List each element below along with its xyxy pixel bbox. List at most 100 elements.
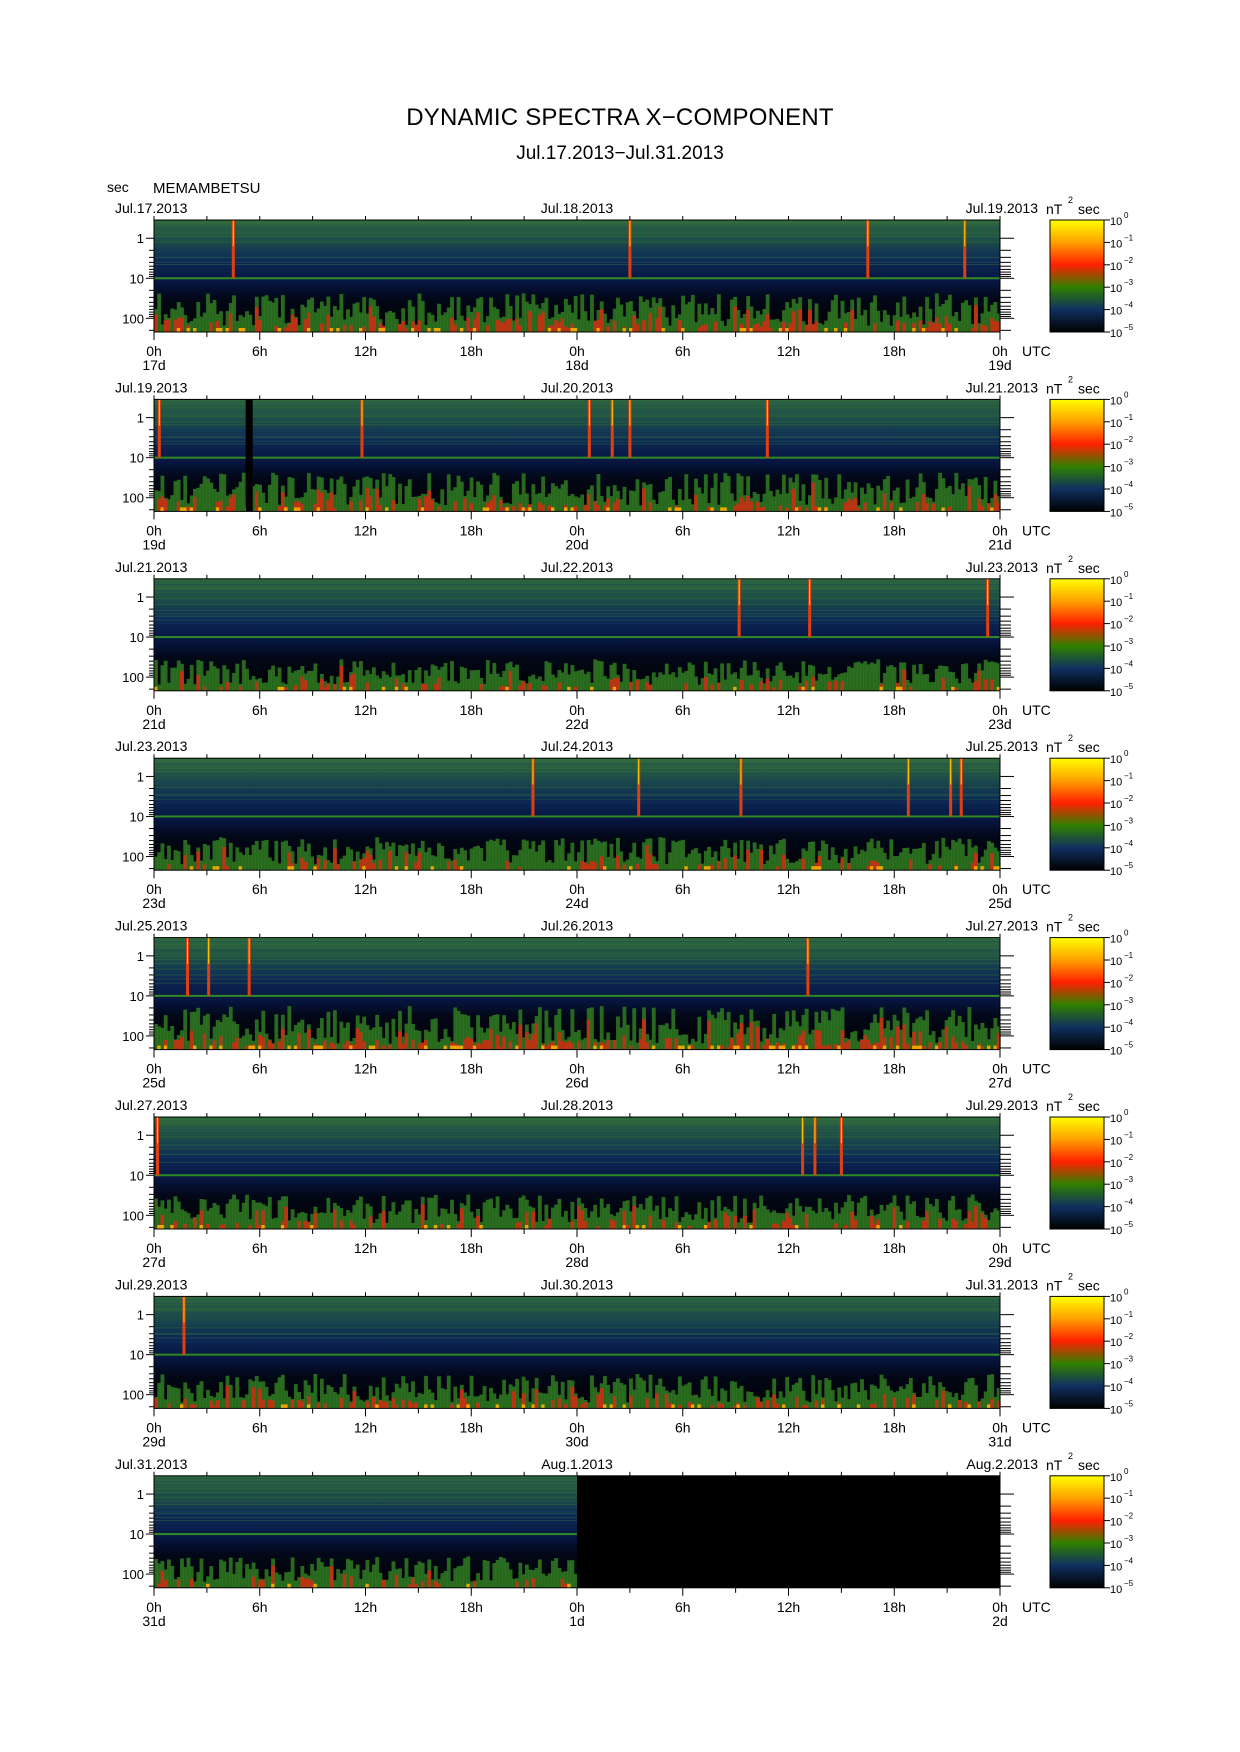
- date-mid: Jul.22.2013: [541, 559, 614, 575]
- activity-column: [489, 1387, 493, 1409]
- activity-column: [287, 1220, 292, 1229]
- activity-column-strong: [912, 322, 916, 332]
- activity-column: [274, 297, 279, 332]
- activity-column: [905, 314, 910, 332]
- activity-column: [394, 503, 399, 512]
- x-tick-label: 0h: [569, 1599, 585, 1615]
- activity-column: [183, 683, 188, 691]
- activity-column-strong: [703, 324, 708, 332]
- activity-column: [440, 1388, 445, 1409]
- activity-column: [404, 1558, 409, 1588]
- activity-column-strong: [632, 1205, 637, 1229]
- activity-column-strong: [381, 1045, 386, 1050]
- activity-column: [378, 1572, 383, 1588]
- activity-column: [960, 1220, 965, 1229]
- activity-column: [183, 1567, 188, 1588]
- activity-column: [739, 1385, 744, 1409]
- activity-column: [319, 1378, 324, 1409]
- noise-band: [154, 767, 1000, 769]
- activity-column: [795, 861, 799, 871]
- activity-column-strong: [755, 1026, 760, 1050]
- activity-column: [573, 1219, 578, 1229]
- activity-column: [866, 664, 871, 691]
- activity-column: [303, 1380, 308, 1409]
- colorbar-tick-label: 10: [1110, 507, 1122, 519]
- activity-column: [921, 674, 926, 691]
- activity-column-peak: [176, 328, 181, 332]
- activity-column: [921, 1383, 926, 1409]
- x-tick-label: 0h: [992, 1599, 1008, 1615]
- activity-column-peak: [834, 328, 838, 332]
- activity-column: [280, 295, 285, 332]
- activity-column-strong: [528, 1039, 533, 1050]
- activity-column: [684, 1212, 689, 1229]
- activity-column: [625, 302, 630, 332]
- activity-column-peak: [316, 1045, 321, 1050]
- activity-column-peak: [271, 1583, 275, 1588]
- activity-column-strong: [284, 687, 289, 691]
- activity-column: [323, 681, 328, 691]
- activity-column: [414, 1030, 419, 1050]
- activity-column: [573, 671, 578, 691]
- activity-column-strong: [398, 324, 402, 332]
- activity-column: [886, 1204, 890, 1229]
- activity-column-strong: [420, 1204, 425, 1229]
- activity-column: [459, 1014, 464, 1050]
- activity-column-strong: [528, 683, 533, 691]
- activity-column: [297, 1577, 302, 1588]
- activity-column-peak: [316, 507, 321, 512]
- activity-column: [860, 487, 864, 512]
- activity-column: [700, 493, 705, 512]
- activity-column: [808, 495, 812, 512]
- chart-title: DYNAMIC SPECTRA X−COMPONENT: [406, 104, 834, 131]
- colorbar-tick-label: 10: [1110, 1360, 1122, 1372]
- activity-column: [577, 497, 581, 512]
- noise-band: [154, 437, 1000, 439]
- activity-column: [609, 319, 614, 332]
- date-left: Jul.29.2013: [115, 1276, 188, 1292]
- spike: [866, 220, 870, 279]
- y-tick-label: 10: [130, 989, 144, 1004]
- date-right: Jul.31.2013: [966, 1276, 1039, 1292]
- activity-column: [186, 1040, 191, 1050]
- activity-column-strong: [290, 314, 295, 332]
- activity-column-strong: [742, 1215, 747, 1229]
- activity-column: [554, 839, 559, 871]
- activity-column-peak: [742, 328, 747, 332]
- activity-column: [957, 1015, 962, 1050]
- colorbar-tick-label: 10: [1110, 1046, 1122, 1058]
- activity-column: [385, 1579, 389, 1588]
- activity-column-strong: [368, 306, 373, 332]
- activity-column-strong: [733, 855, 738, 871]
- colorbar-tick-label: 10: [1110, 261, 1122, 273]
- activity-column: [609, 843, 614, 871]
- activity-column: [580, 1396, 585, 1409]
- activity-column-peak: [225, 328, 230, 332]
- activity-column-peak: [954, 866, 959, 871]
- reference-line: [154, 815, 1000, 818]
- x-tick-label: 12h: [777, 522, 800, 538]
- activity-column: [843, 313, 848, 332]
- activity-column-strong: [365, 682, 370, 691]
- y-tick-label: 1: [137, 1487, 144, 1502]
- activity-column: [824, 477, 829, 512]
- activity-column: [163, 1208, 168, 1229]
- colorbar-tick-exp: −2: [1124, 1153, 1134, 1162]
- activity-column: [508, 862, 513, 871]
- activity-column-strong: [716, 1402, 721, 1409]
- activity-column: [824, 1207, 829, 1229]
- activity-column: [378, 497, 383, 512]
- activity-column: [853, 482, 858, 512]
- activity-column: [342, 484, 347, 512]
- activity-column-strong: [368, 1216, 373, 1229]
- activity-column-strong: [349, 325, 354, 332]
- activity-column: [267, 1197, 272, 1229]
- spike-core: [588, 399, 590, 426]
- activity-column-strong: [700, 324, 705, 332]
- activity-column: [625, 859, 630, 871]
- activity-column: [196, 1572, 201, 1588]
- activity-column-peak: [684, 866, 689, 871]
- activity-column-peak: [596, 328, 601, 332]
- colorbar-tick-exp: −1: [1124, 772, 1134, 781]
- activity-column: [310, 670, 315, 691]
